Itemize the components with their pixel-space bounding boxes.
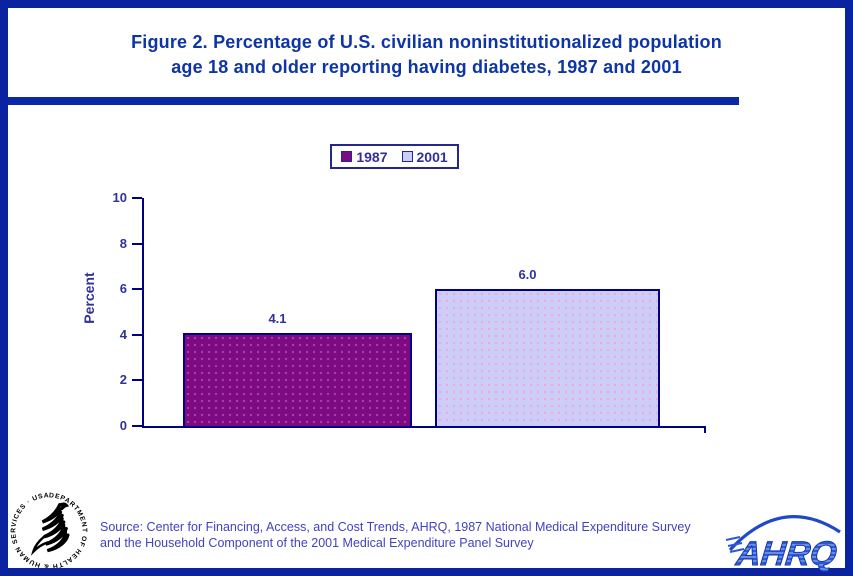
x-axis-line <box>142 426 706 428</box>
y-tick-label: 6 <box>119 281 127 297</box>
hhs-eagle-icon <box>30 502 70 556</box>
y-tick-mark <box>132 197 142 199</box>
title-line-1: Figure 2. Percentage of U.S. civilian no… <box>131 32 722 52</box>
legend-swatch-2001 <box>401 151 413 162</box>
y-tick-label: 0 <box>119 418 127 433</box>
y-tick-label: 4 <box>119 326 127 342</box>
y-tick-mark <box>132 425 142 427</box>
source-note: Source: Center for Financing, Access, an… <box>100 519 750 551</box>
title-divider-bar <box>8 97 739 105</box>
bar-value-label-1987: 4.1 <box>268 311 287 326</box>
y-tick-mark <box>132 242 142 245</box>
source-line-1: Source: Center for Financing, Access, an… <box>100 520 691 534</box>
y-tick-mark <box>132 333 142 336</box>
hhs-logo: DEPARTMENT OF HEALTH & HUMAN SERVICES · … <box>8 490 88 570</box>
y-tick-mark <box>132 379 142 382</box>
ahrq-arc <box>728 515 841 552</box>
y-tick-label: 2 <box>119 372 127 388</box>
title-line-2: age 18 and older reporting having diabet… <box>171 57 682 77</box>
legend-label-1987: 1987 <box>356 148 388 165</box>
y-tick-mark <box>132 288 142 291</box>
legend-item-2001: 2001 <box>401 148 448 165</box>
legend-item-1987: 1987 <box>341 148 388 165</box>
page-title: Figure 2. Percentage of U.S. civilian no… <box>0 30 853 80</box>
y-axis-line <box>142 198 144 428</box>
legend-swatch-1987 <box>341 151 353 162</box>
ahrq-logo: AHRQ <box>725 515 841 572</box>
x-axis-end-tick <box>704 426 706 433</box>
bar-value-label-2001: 6.0 <box>518 267 537 282</box>
y-axis-title: Percent <box>81 272 97 324</box>
bar-1987 <box>183 333 412 428</box>
bar-2001 <box>435 289 660 428</box>
source-line-2: and the Household Component of the 2001 … <box>100 536 534 550</box>
y-tick-label: 10 <box>112 190 127 205</box>
y-tick-label: 8 <box>119 235 127 251</box>
chart-legend: 1987 2001 <box>330 144 459 169</box>
legend-label-2001: 2001 <box>416 148 448 165</box>
ahrq-speed-lines <box>725 536 745 553</box>
ahrq-wordmark: AHRQ <box>734 535 839 572</box>
